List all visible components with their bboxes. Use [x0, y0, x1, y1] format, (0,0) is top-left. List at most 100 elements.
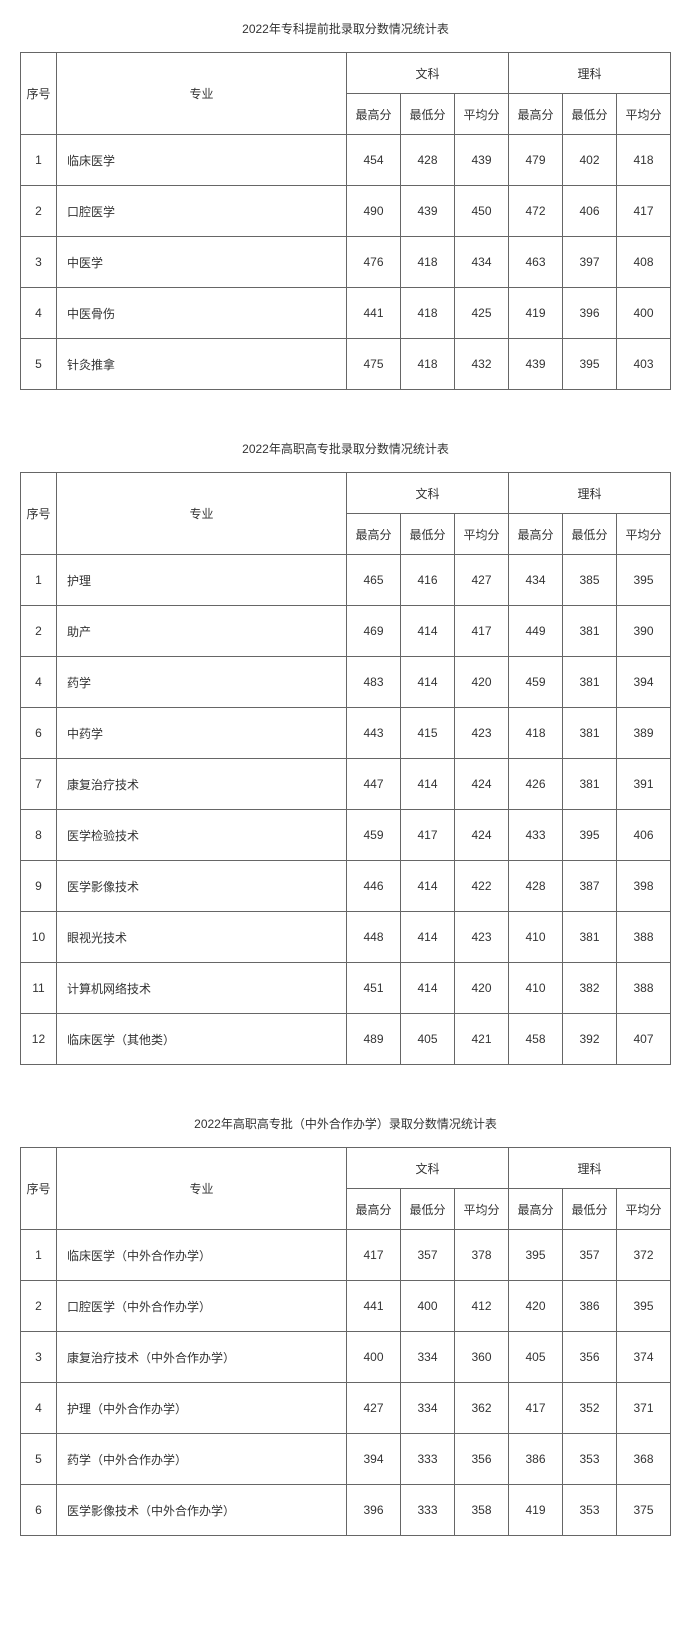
cell-score: 420 — [454, 657, 508, 708]
cell-score: 454 — [346, 135, 400, 186]
cell-score: 475 — [346, 339, 400, 390]
cell-score: 397 — [563, 237, 617, 288]
cell-score: 439 — [509, 339, 563, 390]
cell-score: 389 — [617, 708, 671, 759]
cell-score: 448 — [346, 912, 400, 963]
cell-major: 药学（中外合作办学） — [56, 1434, 346, 1485]
header-subcol: 最低分 — [400, 1189, 454, 1230]
cell-score: 374 — [617, 1332, 671, 1383]
cell-score: 358 — [454, 1485, 508, 1536]
header-subcol: 最低分 — [563, 514, 617, 555]
cell-score: 463 — [509, 237, 563, 288]
header-subcol: 平均分 — [454, 1189, 508, 1230]
cell-score: 414 — [400, 606, 454, 657]
cell-score: 356 — [454, 1434, 508, 1485]
header-group-science: 理科 — [509, 1148, 671, 1189]
cell-score: 333 — [400, 1434, 454, 1485]
table-section: 2022年高职高专批录取分数情况统计表序号专业文科理科最高分最低分平均分最高分最… — [0, 440, 691, 1065]
cell-score: 441 — [346, 288, 400, 339]
cell-index: 4 — [20, 1383, 56, 1434]
cell-score: 400 — [400, 1281, 454, 1332]
cell-major: 助产 — [56, 606, 346, 657]
cell-score: 418 — [400, 288, 454, 339]
cell-index: 1 — [20, 1230, 56, 1281]
cell-index: 4 — [20, 657, 56, 708]
cell-score: 395 — [617, 555, 671, 606]
cell-score: 391 — [617, 759, 671, 810]
cell-score: 417 — [400, 810, 454, 861]
cell-score: 424 — [454, 810, 508, 861]
cell-major: 针灸推拿 — [56, 339, 346, 390]
header-subcol: 最高分 — [346, 94, 400, 135]
cell-score: 425 — [454, 288, 508, 339]
cell-score: 476 — [346, 237, 400, 288]
cell-score: 422 — [454, 861, 508, 912]
cell-score: 447 — [346, 759, 400, 810]
cell-index: 8 — [20, 810, 56, 861]
cell-score: 407 — [617, 1014, 671, 1065]
cell-score: 439 — [400, 186, 454, 237]
cell-score: 353 — [563, 1434, 617, 1485]
cell-score: 388 — [617, 963, 671, 1014]
table-row: 4护理（中外合作办学）427334362417352371 — [20, 1383, 670, 1434]
header-group-arts: 文科 — [346, 473, 508, 514]
cell-score: 414 — [400, 963, 454, 1014]
header-subcol: 最低分 — [563, 1189, 617, 1230]
cell-score: 418 — [617, 135, 671, 186]
table-row: 8医学检验技术459417424433395406 — [20, 810, 670, 861]
cell-score: 388 — [617, 912, 671, 963]
cell-score: 406 — [563, 186, 617, 237]
cell-score: 392 — [563, 1014, 617, 1065]
cell-score: 395 — [563, 810, 617, 861]
header-subcol: 最高分 — [346, 514, 400, 555]
cell-score: 382 — [563, 963, 617, 1014]
table-row: 1护理465416427434385395 — [20, 555, 670, 606]
cell-score: 387 — [563, 861, 617, 912]
cell-major: 医学影像技术 — [56, 861, 346, 912]
table-row: 10眼视光技术448414423410381388 — [20, 912, 670, 963]
cell-score: 368 — [617, 1434, 671, 1485]
header-subcol: 平均分 — [454, 514, 508, 555]
header-subcol: 平均分 — [454, 94, 508, 135]
cell-index: 5 — [20, 1434, 56, 1485]
table-row: 4药学483414420459381394 — [20, 657, 670, 708]
cell-score: 394 — [617, 657, 671, 708]
cell-score: 372 — [617, 1230, 671, 1281]
table-row: 5药学（中外合作办学）394333356386353368 — [20, 1434, 670, 1485]
cell-score: 443 — [346, 708, 400, 759]
table-title: 2022年高职高专批（中外合作办学）录取分数情况统计表 — [0, 1115, 691, 1132]
cell-index: 5 — [20, 339, 56, 390]
score-table: 序号专业文科理科最高分最低分平均分最高分最低分平均分1临床医学（中外合作办学）4… — [20, 1147, 671, 1536]
cell-score: 381 — [563, 759, 617, 810]
header-subcol: 平均分 — [617, 94, 671, 135]
cell-score: 459 — [509, 657, 563, 708]
cell-score: 371 — [617, 1383, 671, 1434]
table-row: 7康复治疗技术447414424426381391 — [20, 759, 670, 810]
table-row: 4中医骨伤441418425419396400 — [20, 288, 670, 339]
cell-score: 378 — [454, 1230, 508, 1281]
cell-score: 403 — [617, 339, 671, 390]
cell-score: 357 — [563, 1230, 617, 1281]
header-subcol: 最高分 — [509, 1189, 563, 1230]
cell-score: 418 — [509, 708, 563, 759]
cell-major: 中医骨伤 — [56, 288, 346, 339]
header-group-science: 理科 — [509, 53, 671, 94]
cell-index: 10 — [20, 912, 56, 963]
cell-score: 375 — [617, 1485, 671, 1536]
header-subcol: 平均分 — [617, 1189, 671, 1230]
cell-score: 395 — [563, 339, 617, 390]
header-subcol: 最低分 — [400, 514, 454, 555]
table-section: 2022年高职高专批（中外合作办学）录取分数情况统计表序号专业文科理科最高分最低… — [0, 1115, 691, 1536]
cell-score: 449 — [509, 606, 563, 657]
cell-major: 药学 — [56, 657, 346, 708]
header-major: 专业 — [56, 1148, 346, 1230]
cell-score: 362 — [454, 1383, 508, 1434]
cell-major: 医学影像技术（中外合作办学） — [56, 1485, 346, 1536]
cell-score: 414 — [400, 912, 454, 963]
cell-score: 334 — [400, 1332, 454, 1383]
cell-score: 414 — [400, 657, 454, 708]
cell-score: 428 — [509, 861, 563, 912]
header-major: 专业 — [56, 53, 346, 135]
cell-score: 489 — [346, 1014, 400, 1065]
cell-score: 427 — [454, 555, 508, 606]
